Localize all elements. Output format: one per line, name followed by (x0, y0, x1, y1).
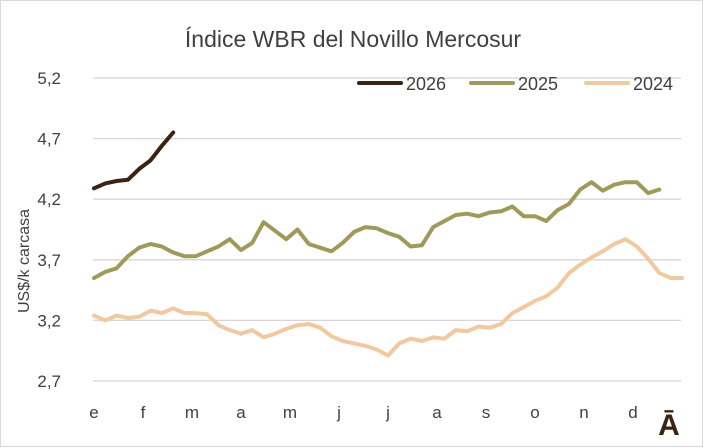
series-line-2025 (92, 180, 662, 280)
y-tick-label: 2,7 (37, 372, 61, 391)
x-tick-label: j (336, 403, 341, 422)
x-tick-label: e (89, 403, 98, 422)
logo: Ā (658, 409, 680, 442)
legend-label-2026: 2026 (406, 74, 446, 94)
y-tick-label: 3,7 (37, 251, 61, 270)
x-tick-label: n (579, 403, 588, 422)
x-tick-label: m (185, 403, 199, 422)
x-tick-label: o (530, 403, 539, 422)
x-tick-label: d (628, 403, 637, 422)
y-tick-label: 5,2 (37, 69, 61, 88)
x-tick-label: a (236, 403, 246, 422)
y-tick-label: 4,2 (37, 190, 61, 209)
y-tick-label: 4,7 (37, 130, 61, 149)
legend-label-2024: 2024 (633, 74, 673, 94)
x-tick-label: f (141, 403, 146, 422)
series-line-2024 (92, 237, 684, 358)
series-line-2026 (92, 130, 176, 191)
x-tick-label: s (482, 403, 491, 422)
chart-title: Índice WBR del Novillo Mercosur (185, 26, 522, 52)
x-tick-label: m (283, 403, 297, 422)
y-tick-label: 3,2 (37, 311, 61, 330)
legend-label-2025: 2025 (518, 74, 558, 94)
x-tick-label: j (385, 403, 390, 422)
y-axis-label: US$/k carcasa (16, 209, 33, 313)
x-tick-label: a (432, 403, 442, 422)
